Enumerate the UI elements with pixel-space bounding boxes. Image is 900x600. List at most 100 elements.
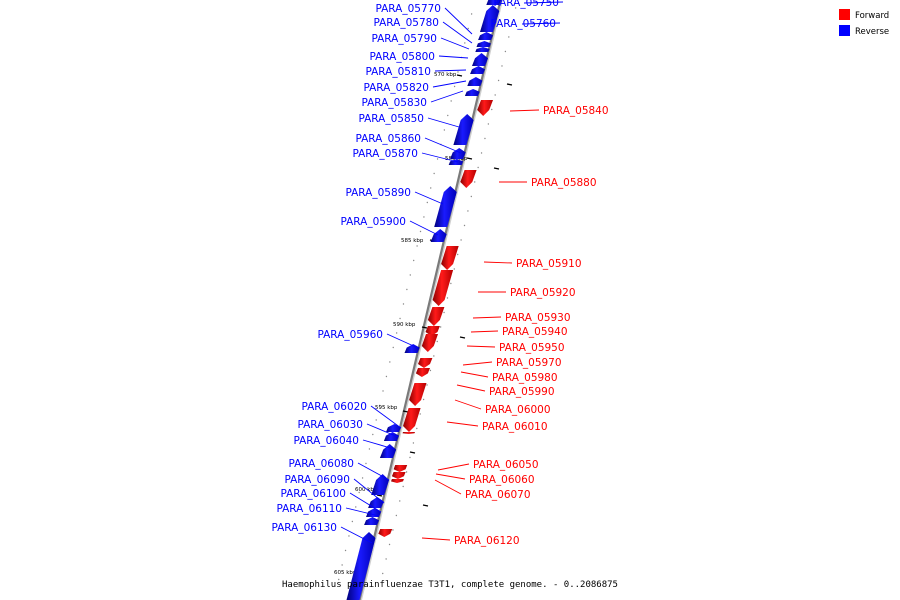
gene-label-para-05790[interactable]: PARA_05790 [371,33,437,45]
strand-dot [402,303,405,305]
gene-para-05780[interactable] [476,41,491,47]
label-leader [424,137,462,154]
gene-label-para-05780[interactable]: PARA_05780 [373,17,439,29]
gene-label-para-06070[interactable]: PARA_06070 [465,489,531,501]
tick-label: 570 kbp [434,72,457,78]
gene-label-para-06120[interactable]: PARA_06120 [454,535,520,547]
gene-label-para-05770[interactable]: PARA_05770 [375,3,441,15]
strand-dot [494,94,496,96]
gene-para-06090[interactable] [368,497,384,508]
gene-label-para-05810[interactable]: PARA_05810 [365,66,431,78]
gene-para-05900[interactable] [430,229,447,242]
gene-label-para-06000[interactable]: PARA_06000 [485,404,551,416]
gene-label-para-05840[interactable]: PARA_05840 [543,105,609,117]
strand-dot [412,442,415,444]
label-leader [386,333,419,349]
strand-dot [409,274,411,276]
gene-para-06120[interactable] [378,529,393,537]
gene-label-para-06100[interactable]: PARA_06100 [280,488,346,500]
gene-label-para-05910[interactable]: PARA_05910 [516,258,582,270]
strand-dot [382,390,384,392]
gene-label-para-05820[interactable]: PARA_05820 [363,82,429,94]
strand-dot [511,21,513,24]
gene-para-05880[interactable] [460,170,477,188]
gene-label-para-05980[interactable]: PARA_05980 [492,372,558,384]
gene-label-para-05970[interactable]: PARA_05970 [496,357,562,369]
gene-label-para-06050[interactable]: PARA_06050 [473,459,539,471]
gene-label-para-06060[interactable]: PARA_06060 [469,474,535,486]
gene-para-05860[interactable] [450,148,466,159]
gene-label-para-06130[interactable]: PARA_06130 [271,522,337,534]
strand-dot [470,195,473,198]
gene-label-para-05990[interactable]: PARA_05990 [489,386,555,398]
gene-para-05890[interactable] [434,186,457,227]
gene-label-para-05870[interactable]: PARA_05870 [352,148,418,160]
gene-para-06040[interactable] [379,444,397,458]
gene-para-06020[interactable] [386,424,401,432]
strand-dot [491,108,493,111]
gene-para-05930[interactable] [427,307,445,326]
strand-dot [389,361,391,363]
gene-para-05830[interactable] [464,89,480,96]
gene-para-06110[interactable] [364,517,379,525]
gene-label-para-05760[interactable]: PARA_05760 [490,18,556,30]
gene-label-para-05920[interactable]: PARA_05920 [510,287,576,299]
gene-label-para-06110[interactable]: PARA_06110 [276,503,342,515]
gene-para-05910[interactable] [441,246,459,270]
gene-label-para-05890[interactable]: PARA_05890 [345,187,411,199]
gene-label-para-05950[interactable]: PARA_05950 [499,342,565,354]
gene-label-para-06020[interactable]: PARA_06020 [301,401,367,413]
gene-label-para-05940[interactable]: PARA_05940 [502,326,568,338]
gene-label-para-05960[interactable]: PARA_05960 [317,329,383,341]
gene-para-06050[interactable] [393,465,408,472]
gene-para-06130[interactable] [346,532,376,600]
strand-dot [402,485,404,488]
gene-para-06030[interactable] [383,432,399,441]
gene-label-para-05930[interactable]: PARA_05930 [505,312,571,324]
strand-dot [409,456,411,459]
gene-para-05750[interactable] [486,0,502,5]
gene-label-para-06090[interactable]: PARA_06090 [284,474,350,486]
gene-para-06080[interactable] [371,474,390,495]
gene-para-05960[interactable] [404,344,420,353]
gene-para-05950[interactable] [421,334,438,352]
gene-label-para-06080[interactable]: PARA_06080 [288,458,354,470]
label-leader [409,220,439,236]
gene-label-para-05880[interactable]: PARA_05880 [531,177,597,189]
strand-dot [514,7,517,9]
gene-para-06070[interactable] [391,479,404,483]
gene-label-para-06030[interactable]: PARA_06030 [297,419,363,431]
gene-para-05850[interactable] [453,114,474,145]
gene-para-05760[interactable] [480,5,500,32]
label-leader [357,462,390,481]
gene-label-para-05800[interactable]: PARA_05800 [369,51,435,63]
gene-para-06060[interactable] [391,472,406,479]
gene-label-para-06010[interactable]: PARA_06010 [482,421,548,433]
gene-para-05770[interactable] [478,32,493,40]
gene-para-05800[interactable] [472,53,488,66]
gene-para-05870[interactable] [448,159,464,165]
gene-label-para-05860[interactable]: PARA_05860 [355,133,421,145]
gene-para-05970[interactable] [418,358,433,368]
label-leader [353,478,385,504]
gene-label-para-05900[interactable]: PARA_05900 [340,216,406,228]
gene-label-para-05830[interactable]: PARA_05830 [361,97,427,109]
strand-dot [405,471,408,473]
gene-para-05990[interactable] [409,383,427,406]
gene-label-para-05850[interactable]: PARA_05850 [358,113,424,125]
gene-para-05980[interactable] [415,368,430,377]
gene-para-05920[interactable] [432,270,454,306]
gene-para-05790[interactable] [475,47,490,52]
tick-mark [376,494,383,497]
gene-para-05810[interactable] [470,66,485,74]
strand-dot [467,210,469,212]
gene-para-05840[interactable] [477,100,493,116]
legend-forward-swatch [839,9,850,20]
gene-label-para-06040[interactable]: PARA_06040 [293,435,359,447]
gene-label-para-05750[interactable]: PARA_05750 [493,0,559,9]
gene-para-06000[interactable] [403,408,421,432]
strand-dot [497,79,500,82]
gene-para-05820[interactable] [467,77,483,86]
gene-para-06010[interactable] [402,432,416,434]
gene-para-05940[interactable] [425,326,440,336]
